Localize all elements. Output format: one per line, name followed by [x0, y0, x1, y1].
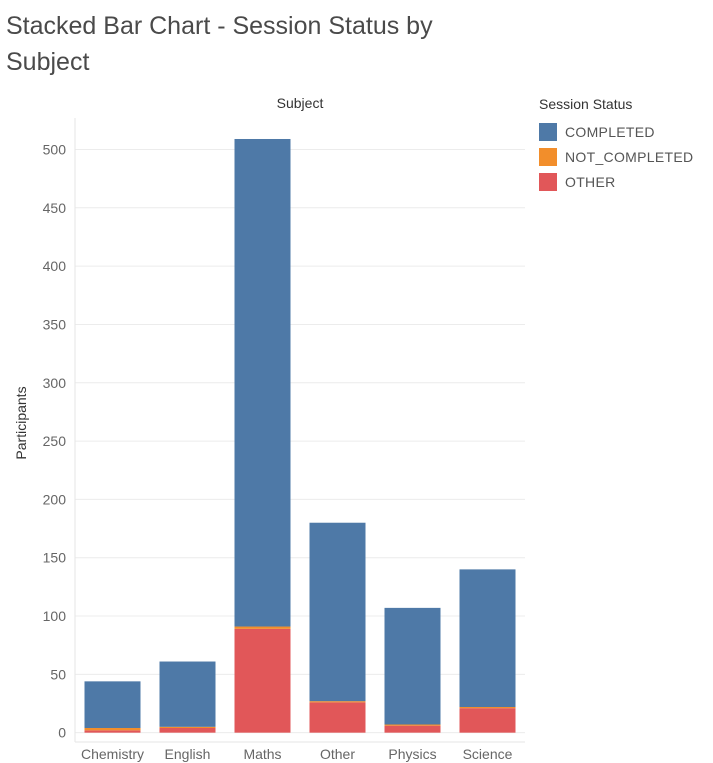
y-tick-label: 300	[43, 375, 67, 391]
legend-label-other: OTHER	[565, 173, 616, 190]
y-tick-label: 150	[43, 550, 67, 566]
axes: 0 50 100 150 200 250 300 350 400 450 500 Chemistry E…	[43, 118, 525, 762]
legend-swatch-completed	[539, 122, 557, 141]
x-tick-label: Chemistry	[81, 746, 144, 762]
bar-chemistry-not-completed[interactable]	[84, 728, 141, 731]
x-tick-label: Maths	[243, 746, 281, 762]
legend-item-not-completed[interactable]: NOT_COMPLETED	[539, 144, 709, 169]
y-tick-label: 500	[43, 141, 67, 157]
y-tick-label: 100	[43, 608, 67, 624]
bar-chemistry-completed[interactable]	[84, 681, 141, 729]
x-axis-title: Subject	[277, 95, 324, 111]
legend-label-completed: COMPLETED	[565, 123, 655, 140]
legend-label-not-completed: NOT_COMPLETED	[565, 148, 694, 165]
bar-maths-completed[interactable]	[234, 138, 291, 627]
y-tick-label: 350	[43, 316, 67, 332]
legend: Session Status COMPLETED NOT_COMPLETED O…	[539, 95, 709, 194]
bar-physics-completed[interactable]	[384, 607, 441, 725]
bar-science-not-completed[interactable]	[459, 707, 516, 709]
bar-english-not-completed[interactable]	[159, 726, 216, 729]
legend-item-other[interactable]: OTHER	[539, 169, 709, 194]
legend-swatch-other	[539, 172, 557, 191]
x-tick-label: Other	[320, 746, 355, 762]
legend-swatch-not-completed	[539, 147, 557, 166]
y-tick-label: 50	[50, 666, 66, 682]
y-tick-label: 200	[43, 491, 67, 507]
bar-physics-not-completed[interactable]	[384, 724, 441, 726]
grid-lines	[75, 148, 525, 734]
bar-other-not-completed[interactable]	[309, 701, 366, 703]
y-tick-label: 250	[43, 433, 67, 449]
bar-english-other[interactable]	[159, 728, 216, 733]
y-axis-title: Participants	[13, 386, 29, 459]
x-tick-label: English	[165, 746, 211, 762]
legend-title: Session Status	[539, 96, 633, 112]
legend-item-completed[interactable]: COMPLETED	[539, 119, 709, 144]
x-tick-label: Physics	[388, 746, 436, 762]
bar-science-completed[interactable]	[459, 569, 516, 708]
bar-other-completed[interactable]	[309, 522, 366, 702]
chart-title: Stacked Bar Chart - Session Status by Su…	[6, 12, 433, 76]
bar-chemistry-other[interactable]	[84, 730, 141, 733]
bar-maths-other[interactable]	[234, 628, 291, 733]
bar-science-other[interactable]	[459, 708, 516, 733]
bar-physics-other[interactable]	[384, 725, 441, 733]
x-tick-label: Science	[463, 746, 513, 762]
bars	[84, 138, 516, 733]
bar-maths-not-completed[interactable]	[234, 626, 291, 629]
y-tick-label: 450	[43, 200, 67, 216]
y-tick-label: 0	[58, 725, 66, 741]
bar-other-other[interactable]	[309, 702, 366, 733]
y-tick-label: 400	[43, 258, 67, 274]
bar-english-completed[interactable]	[159, 661, 216, 727]
